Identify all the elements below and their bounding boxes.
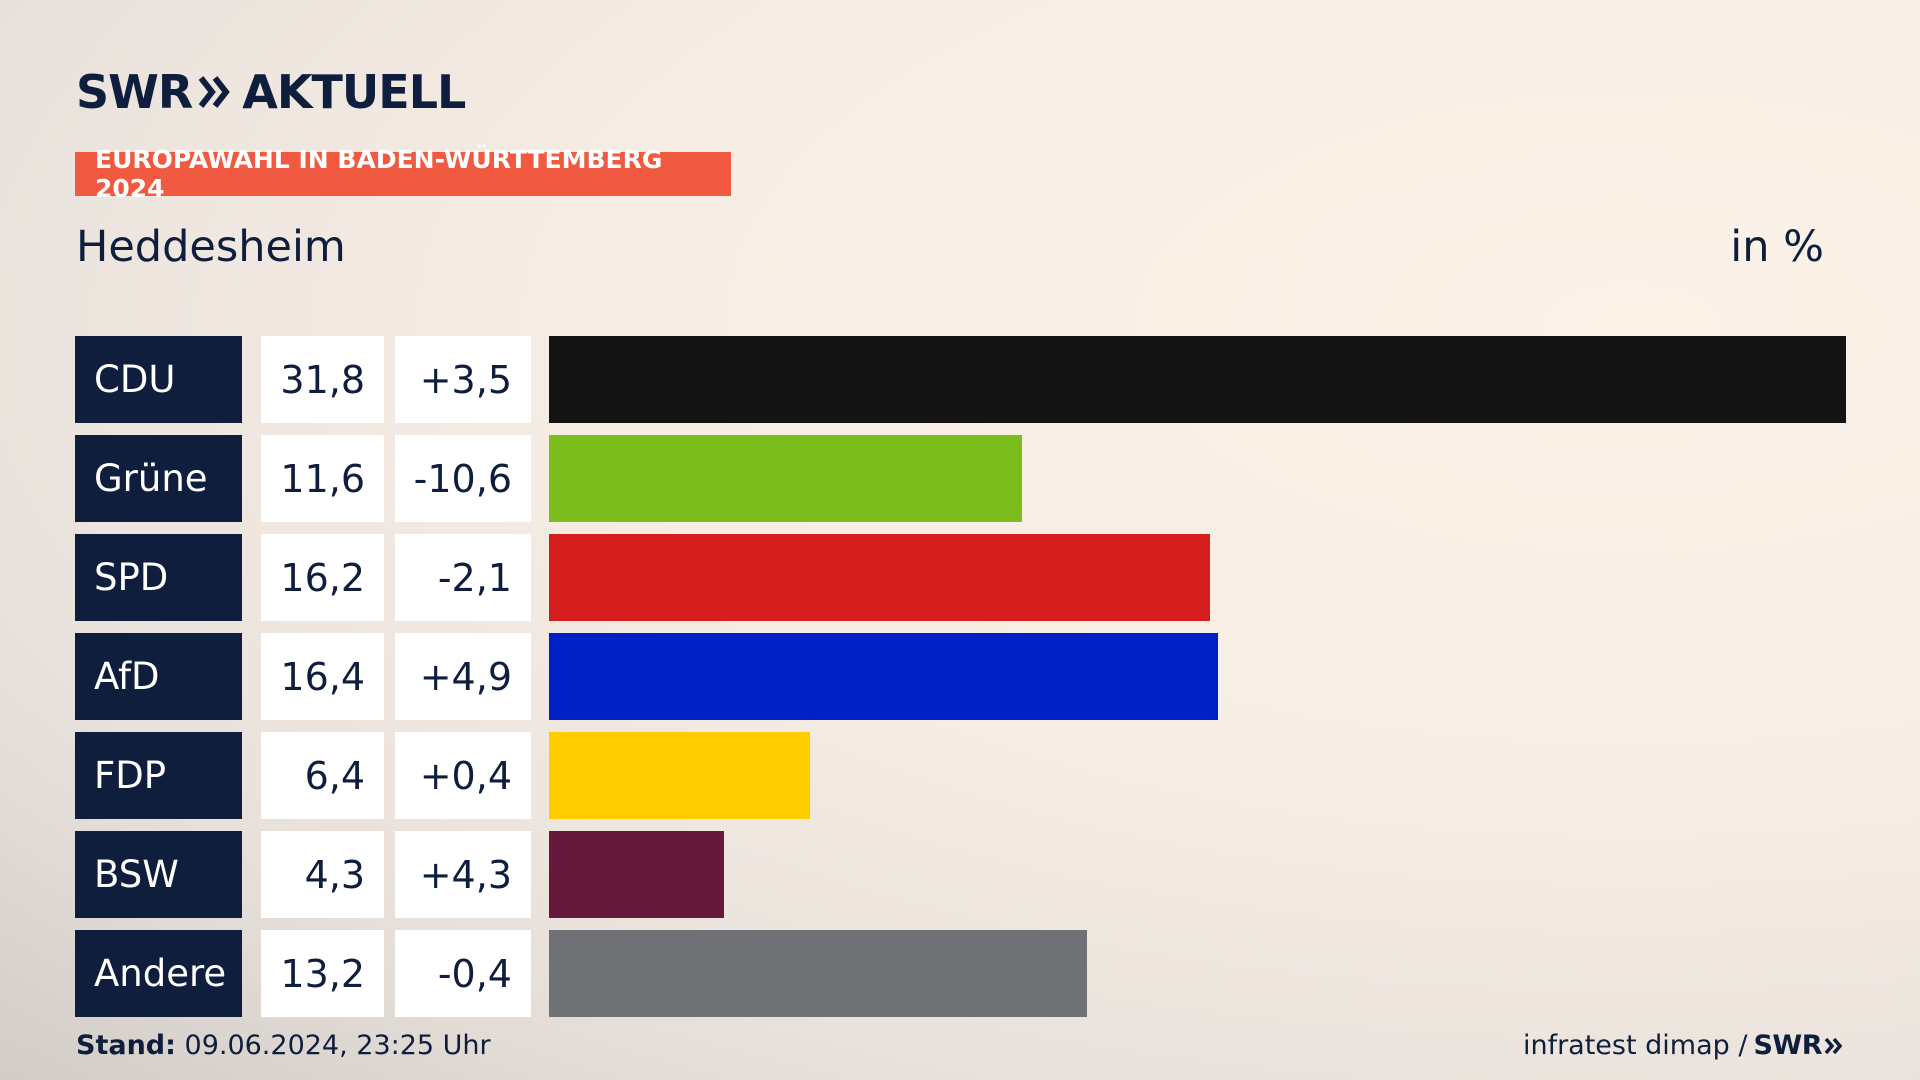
logo-aktuell-text: AKTUELL bbox=[242, 65, 466, 119]
result-row: BSW 4,3 +4,3 bbox=[75, 831, 1846, 918]
source-chevron-icon bbox=[1824, 1036, 1844, 1056]
change-value: -10,6 bbox=[395, 435, 531, 522]
double-chevron-icon bbox=[198, 74, 232, 110]
party-label: FDP bbox=[75, 732, 242, 819]
vote-share-value: 16,2 bbox=[261, 534, 384, 621]
source-text: infratest dimap / bbox=[1522, 1030, 1748, 1061]
party-label: AfD bbox=[75, 633, 242, 720]
result-bar bbox=[549, 336, 1846, 423]
vote-share-value: 13,2 bbox=[261, 930, 384, 1017]
change-value: -2,1 bbox=[395, 534, 531, 621]
logo-swr-text: SWR bbox=[76, 65, 193, 119]
result-row: CDU 31,8 +3,5 bbox=[75, 336, 1846, 423]
party-label: Andere bbox=[75, 930, 242, 1017]
result-bar bbox=[549, 732, 810, 819]
timestamp: Stand: 09.06.2024, 23:25 Uhr bbox=[76, 1030, 491, 1061]
result-bar bbox=[549, 633, 1218, 720]
change-value: +4,9 bbox=[395, 633, 531, 720]
stand-value: 09.06.2024, 23:25 Uhr bbox=[184, 1030, 491, 1061]
source-swr-logo: SWR bbox=[1753, 1030, 1822, 1061]
vote-share-value: 11,6 bbox=[261, 435, 384, 522]
stand-label: Stand: bbox=[76, 1030, 176, 1061]
result-row: FDP 6,4 +0,4 bbox=[75, 732, 1846, 819]
vote-share-value: 16,4 bbox=[261, 633, 384, 720]
change-value: +0,4 bbox=[395, 732, 531, 819]
source-credit: infratest dimap / SWR bbox=[1523, 1030, 1844, 1061]
region-title: Heddesheim bbox=[76, 222, 346, 272]
party-label: CDU bbox=[75, 336, 242, 423]
party-label: SPD bbox=[75, 534, 242, 621]
result-row: SPD 16,2 -2,1 bbox=[75, 534, 1846, 621]
result-row: Grüne 11,6 -10,6 bbox=[75, 435, 1846, 522]
party-label: BSW bbox=[75, 831, 242, 918]
vote-share-value: 4,3 bbox=[261, 831, 384, 918]
unit-label: in % bbox=[1730, 222, 1824, 272]
result-row: AfD 16,4 +4,9 bbox=[75, 633, 1846, 720]
party-label: Grüne bbox=[75, 435, 242, 522]
vote-share-value: 6,4 bbox=[261, 732, 384, 819]
change-value: -0,4 bbox=[395, 930, 531, 1017]
election-badge: EUROPAWAHL IN BADEN-WÜRTTEMBERG 2024 bbox=[75, 145, 731, 203]
change-value: +3,5 bbox=[395, 336, 531, 423]
result-bar bbox=[549, 831, 724, 918]
swr-aktuell-logo: SWR AKTUELL bbox=[76, 65, 466, 119]
result-bar bbox=[549, 534, 1210, 621]
change-value: +4,3 bbox=[395, 831, 531, 918]
vote-share-value: 31,8 bbox=[261, 336, 384, 423]
result-bar bbox=[549, 435, 1022, 522]
result-bar bbox=[549, 930, 1087, 1017]
result-row: Andere 13,2 -0,4 bbox=[75, 930, 1846, 1017]
